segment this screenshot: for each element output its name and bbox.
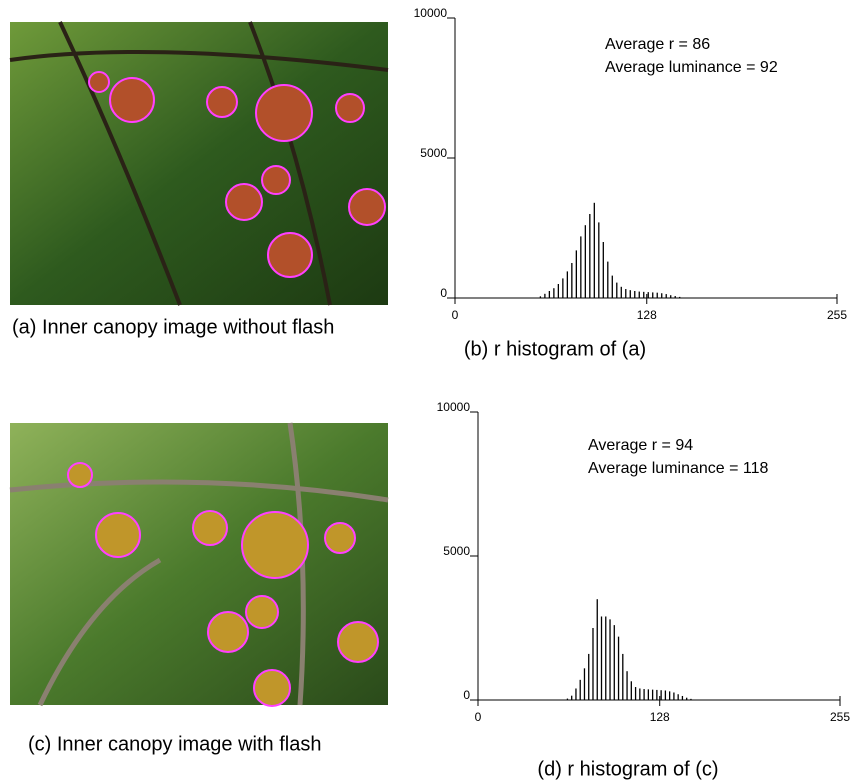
x-tick-label: 128 [650, 710, 670, 724]
x-tick-label: 0 [475, 710, 482, 724]
y-tick-label: 10000 [414, 6, 448, 20]
x-tick-label: 255 [827, 308, 847, 322]
photo-c [9, 422, 389, 707]
x-tick-label: 255 [830, 710, 850, 724]
x-tick-label: 128 [637, 308, 657, 322]
annotation: Average luminance = 92 [605, 59, 778, 76]
image-caption: (c) Inner canopy image with flash [28, 733, 321, 755]
chart-caption: (d) r histogram of (c) [537, 758, 718, 780]
annotation: Average r = 86 [605, 36, 710, 53]
photo-a [9, 21, 389, 306]
y-tick-label: 5000 [443, 544, 470, 558]
y-tick-label: 0 [440, 286, 447, 300]
image-caption: (a) Inner canopy image without flash [12, 316, 334, 338]
y-tick-label: 0 [463, 688, 470, 702]
annotation: Average luminance = 118 [588, 460, 769, 477]
y-tick-label: 10000 [437, 400, 471, 414]
x-tick-label: 0 [452, 308, 459, 322]
y-tick-label: 5000 [420, 146, 447, 160]
annotation: Average r = 94 [588, 437, 693, 454]
chart-caption: (b) r histogram of (a) [464, 338, 646, 360]
